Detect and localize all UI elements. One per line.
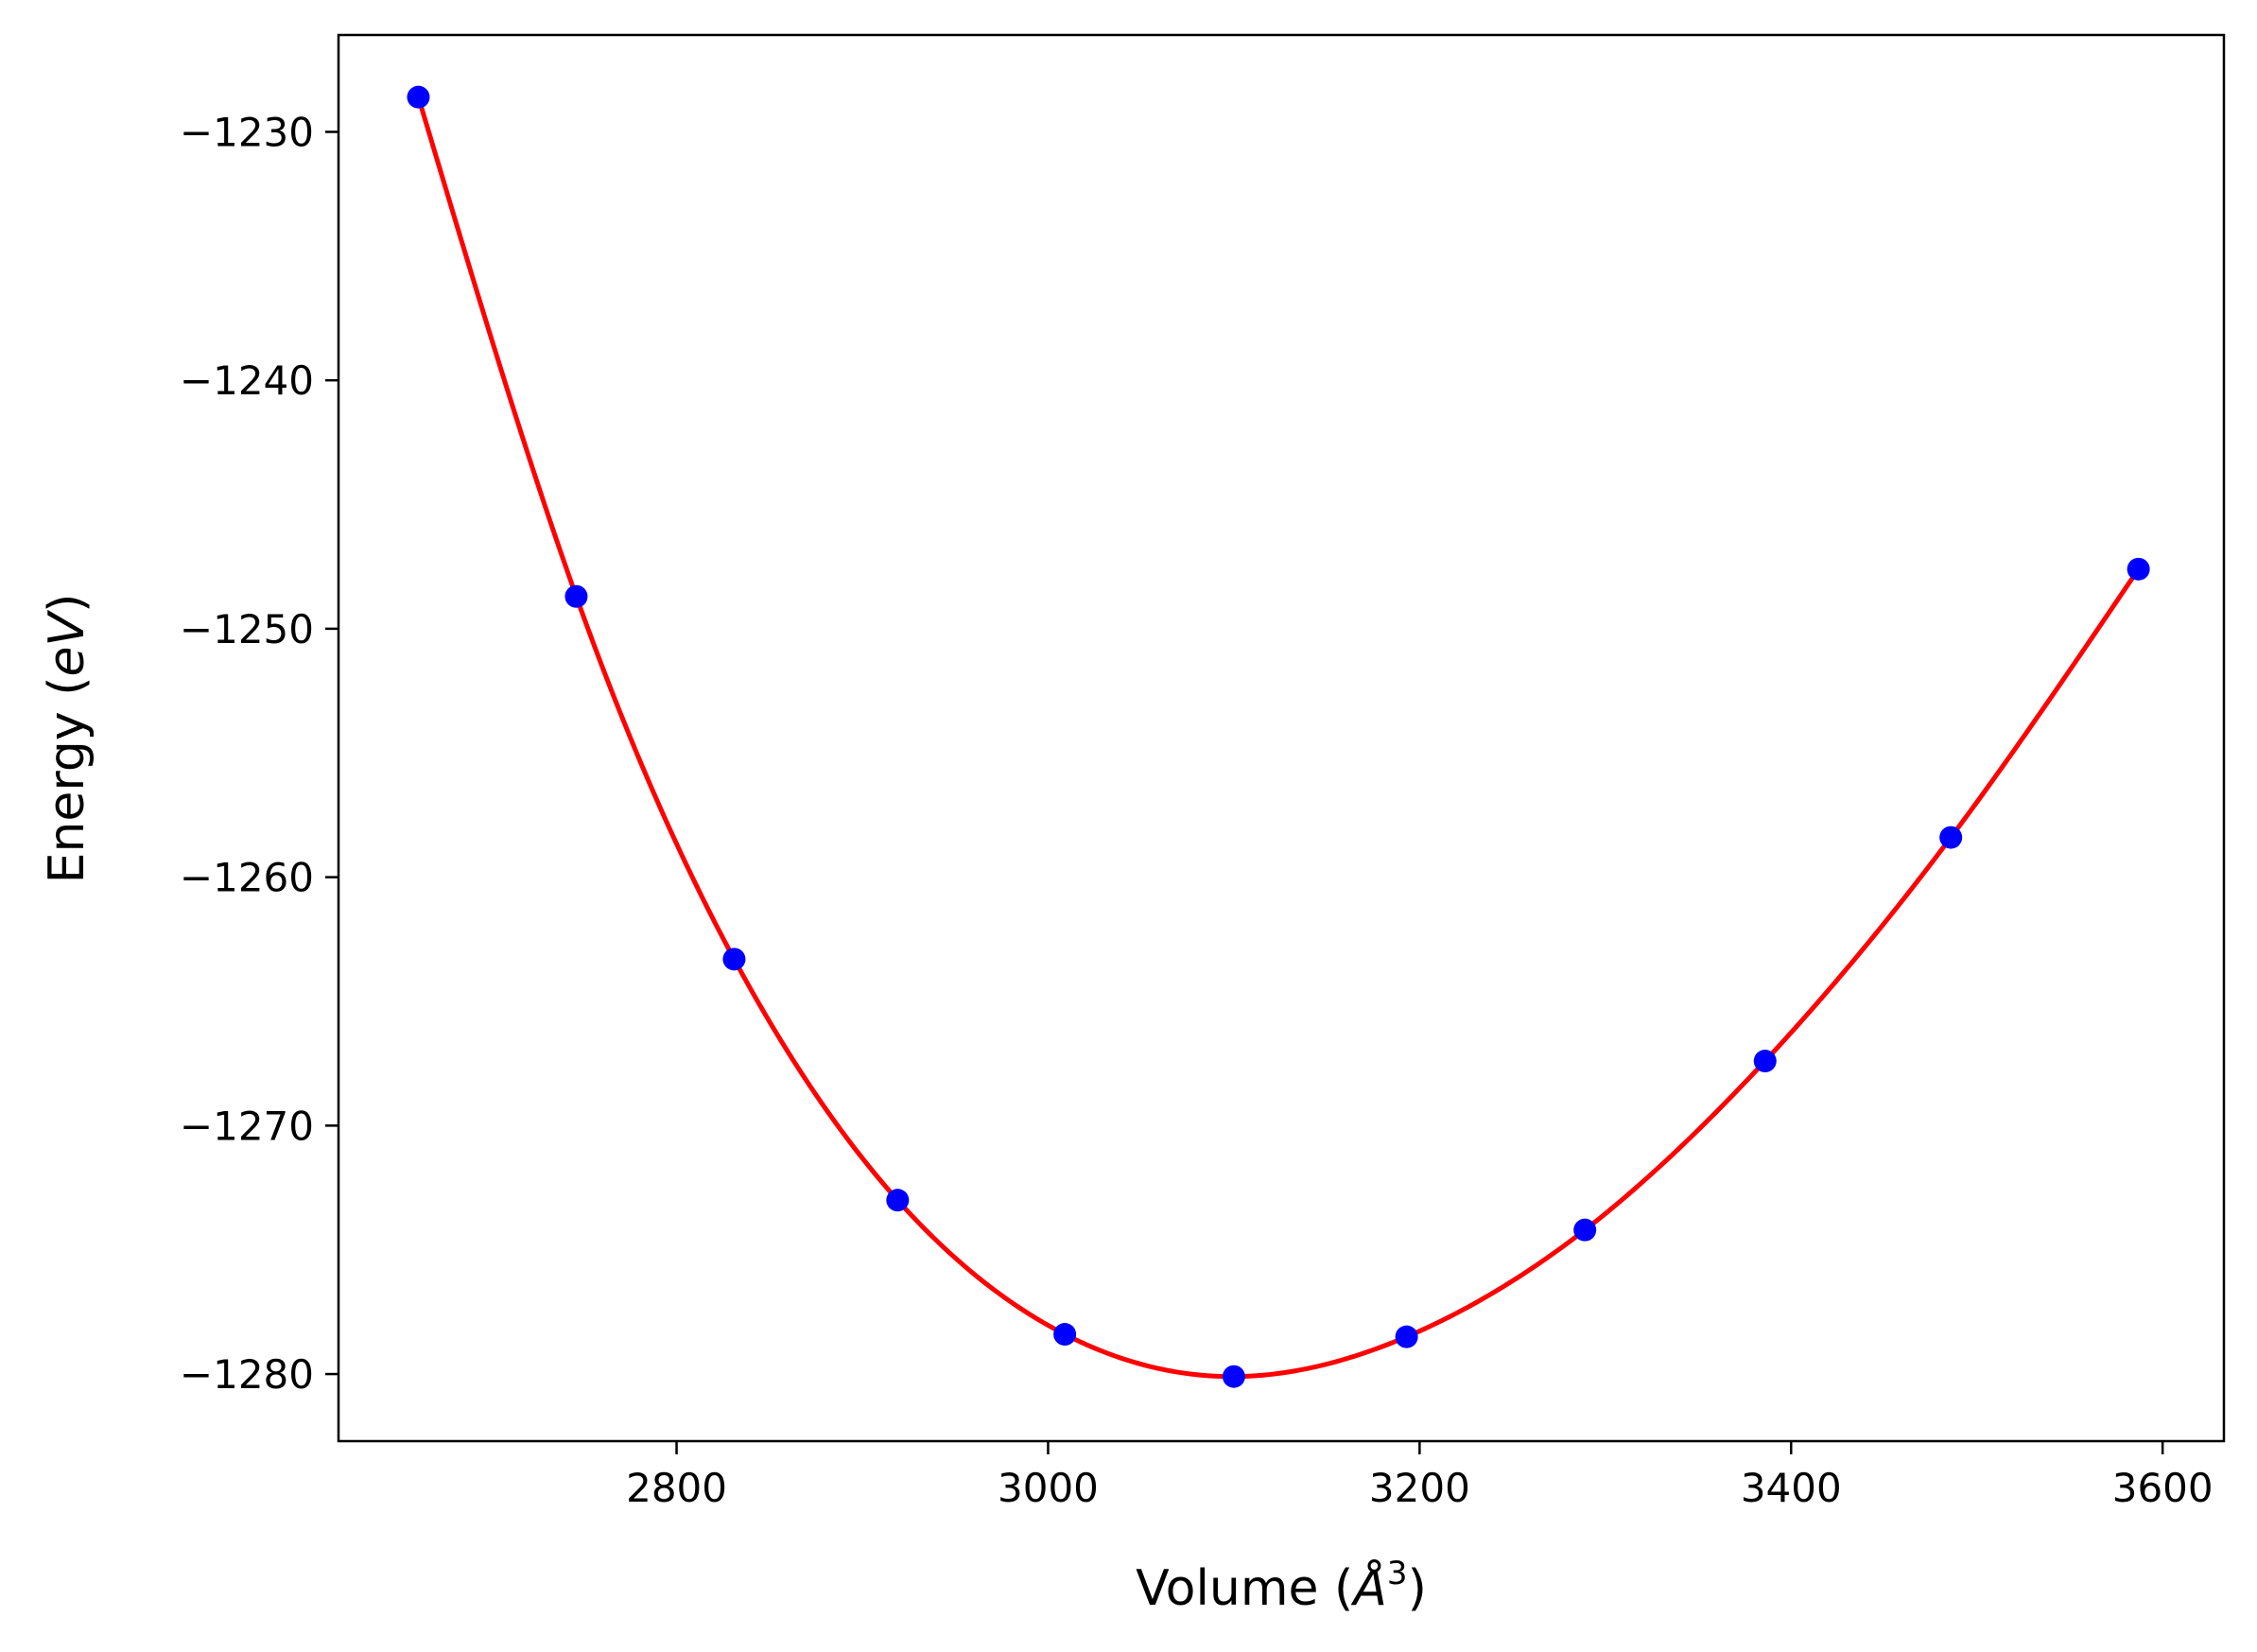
x-axis-title-exponent: 3 xyxy=(1387,1555,1408,1592)
y-tick-label: −1250 xyxy=(180,606,314,652)
data-points-layer xyxy=(407,85,2150,1388)
y-axis-title-prefix: Energy ( xyxy=(39,677,95,884)
data-point xyxy=(564,584,588,608)
x-tick-label: 3200 xyxy=(1369,1465,1470,1511)
x-tick-label: 3400 xyxy=(1741,1465,1842,1511)
y-axis-ticks: −1230 −1240 −1250 −1260 −1270 −1280 xyxy=(180,109,339,1398)
data-point xyxy=(1573,1218,1597,1242)
data-point xyxy=(1395,1325,1418,1348)
y-tick-label: −1260 xyxy=(180,855,314,901)
y-tick-label: −1230 xyxy=(180,109,314,155)
x-axis-title-symbol: Å xyxy=(1350,1558,1387,1617)
y-axis-title-suffix: ) xyxy=(39,594,95,613)
y-tick-label: −1240 xyxy=(180,357,314,404)
data-point xyxy=(1753,1050,1777,1073)
x-axis-title: Volume (Å3) xyxy=(1136,1555,1427,1617)
data-point xyxy=(1053,1323,1077,1347)
plot-frame xyxy=(337,33,2226,1443)
x-tick-label: 3600 xyxy=(2112,1465,2214,1511)
y-axis-title-symbol: eV xyxy=(39,610,95,677)
x-tick-label: 3000 xyxy=(998,1465,1099,1511)
data-point xyxy=(886,1189,910,1212)
data-point xyxy=(722,948,746,971)
x-axis-title-suffix: ) xyxy=(1408,1560,1427,1617)
data-point xyxy=(2127,557,2150,581)
y-tick-label: −1270 xyxy=(180,1103,314,1149)
x-tick-label: 2800 xyxy=(626,1465,727,1511)
x-axis-ticks: 2800 3000 3200 3400 3600 xyxy=(626,1441,2214,1511)
data-point xyxy=(1222,1365,1245,1388)
x-axis-title-prefix: Volume ( xyxy=(1136,1560,1353,1617)
data-point xyxy=(1939,826,1963,849)
data-point xyxy=(407,85,430,109)
y-axis-title: Energy (eV) xyxy=(39,594,95,884)
y-tick-label: −1280 xyxy=(180,1351,314,1398)
